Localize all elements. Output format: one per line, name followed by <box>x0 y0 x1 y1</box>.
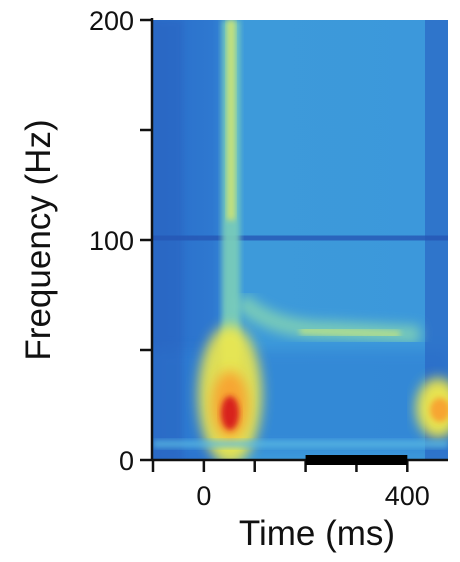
x-tick-label: 400 <box>385 481 430 511</box>
y-tick-label: 200 <box>89 6 134 36</box>
lowest-frequency-band <box>153 440 448 448</box>
heatmap-area <box>153 20 448 460</box>
onset-peak <box>221 396 239 430</box>
x-tick-label: 0 <box>196 481 211 511</box>
y-tick-label: 0 <box>119 446 134 476</box>
high-gamma-ridge-core <box>299 325 401 340</box>
offset-hot <box>430 398 448 422</box>
x-ticks: 0 400 <box>151 460 430 511</box>
stimulus-bar <box>305 455 408 465</box>
y-tick-label: 100 <box>89 226 134 256</box>
y-ticks: 0 100 200 <box>89 6 152 476</box>
x-axis-label: Time (ms) <box>239 514 395 553</box>
onset-column-core <box>227 20 235 220</box>
y-axis-label: Frequency (Hz) <box>19 119 58 360</box>
heatmap-lower-band <box>153 350 448 450</box>
